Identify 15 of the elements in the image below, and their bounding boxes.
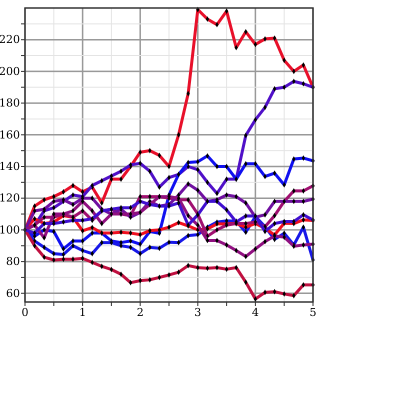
y-tick-label: 160 (0, 128, 20, 142)
y-tick-label: 80 (6, 255, 20, 268)
x-tick-label: 5 (310, 306, 316, 319)
y-tick-label: 100 (0, 223, 20, 236)
y-tick-label: 120 (0, 192, 20, 205)
x-tick-label: 4 (252, 306, 259, 319)
x-tick-label: 2 (136, 306, 144, 319)
x-tick-label: 3 (194, 306, 202, 319)
x-tick-label: 0 (22, 306, 28, 319)
y-tick-label: 180 (0, 96, 20, 110)
x-tick-label: 1 (79, 306, 86, 319)
y-tick-label: 140 (0, 160, 20, 173)
y-tick-label: 200 (0, 64, 20, 78)
y-tick-label: 220 (0, 33, 20, 46)
y-tick-label: 60 (6, 286, 20, 300)
